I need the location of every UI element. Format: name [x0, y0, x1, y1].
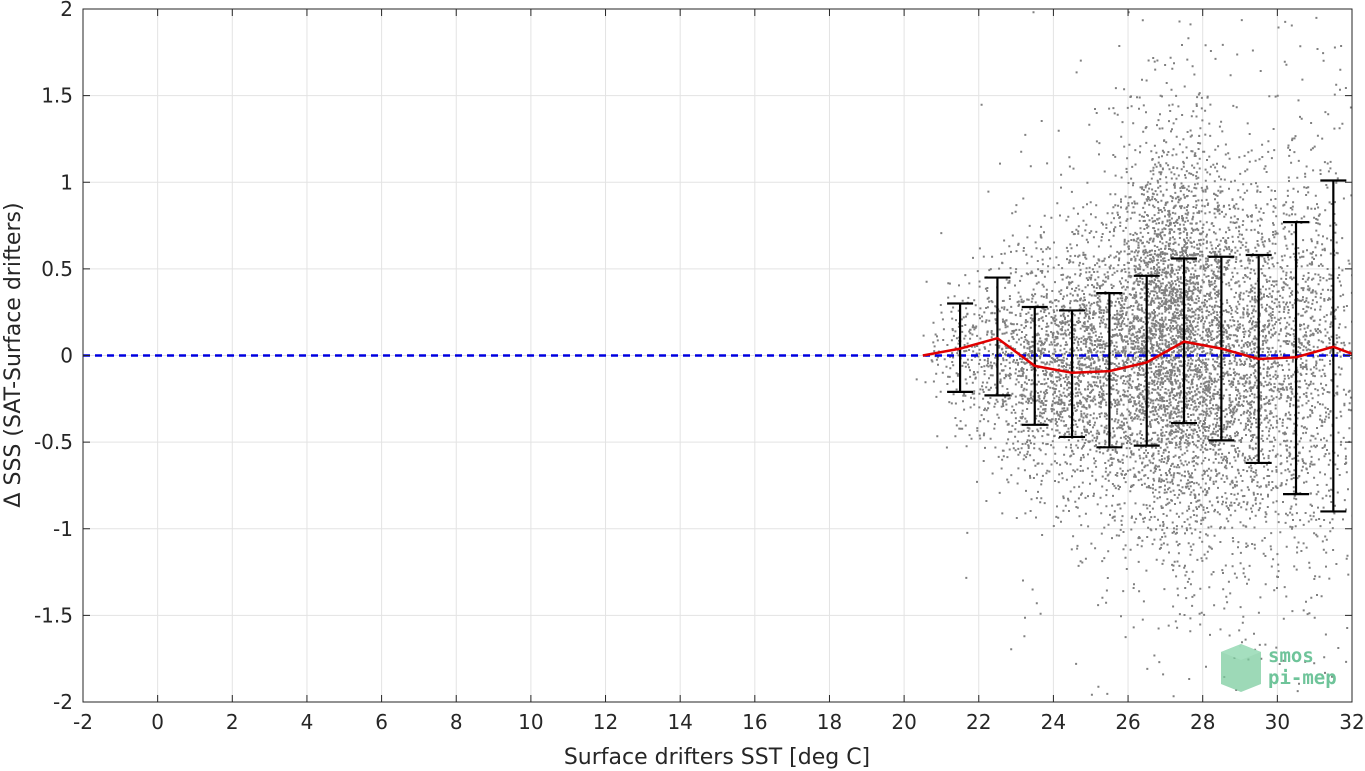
x-tick-label: 6	[375, 710, 388, 734]
y-ticks: -2 -1.5 -1 -0.5 0 0.5 1 1.5 2	[34, 0, 1352, 714]
mean-line	[922, 336, 1353, 375]
x-tick-label: 24	[1041, 710, 1066, 734]
y-tick-label: 0.5	[41, 257, 73, 281]
x-tick-label: 18	[817, 710, 842, 734]
x-tick-label: 20	[891, 710, 916, 734]
logo-text-line1: smos	[1268, 645, 1314, 667]
x-tick-label: -2	[73, 710, 93, 734]
x-tick-label: 4	[301, 710, 314, 734]
y-tick-label: 1.5	[41, 84, 73, 108]
logo-text-line2: pi-mep	[1268, 667, 1337, 689]
x-tick-label: 16	[742, 710, 767, 734]
x-axis-label: Surface drifters SST [deg C]	[564, 745, 870, 770]
mean-line-path	[922, 336, 1353, 375]
error-bar	[984, 276, 1011, 397]
x-tick-label: 22	[966, 710, 991, 734]
logo-cube-face	[1221, 644, 1261, 660]
y-tick-label: -1	[53, 517, 73, 541]
x-tick-label: 32	[1339, 710, 1364, 734]
y-tick-label: 0	[60, 344, 73, 368]
y-axis-label: Δ SSS (SAT-Surface drifters)	[1, 202, 26, 507]
logo: smos pi-mep	[1221, 644, 1337, 692]
y-tick-label: 1	[60, 170, 73, 194]
x-ticks: -2 0 2 4 6 8 10 12 14 16 18 20 22 24 26 28 30 32	[73, 9, 1365, 734]
x-tick-label: 0	[151, 710, 164, 734]
x-tick-label: 12	[593, 710, 618, 734]
y-tick-label: 2	[60, 0, 73, 21]
x-tick-label: 10	[518, 710, 543, 734]
y-tick-label: -1.5	[34, 603, 73, 627]
x-tick-label: 2	[226, 710, 239, 734]
x-tick-label: 8	[450, 710, 463, 734]
x-tick-label: 14	[667, 710, 692, 734]
y-tick-label: -2	[53, 690, 73, 714]
x-tick-label: 28	[1190, 710, 1215, 734]
x-tick-label: 30	[1265, 710, 1290, 734]
x-tick-label: 26	[1115, 710, 1140, 734]
error-bar	[1133, 274, 1160, 447]
y-tick-label: -0.5	[34, 430, 73, 454]
